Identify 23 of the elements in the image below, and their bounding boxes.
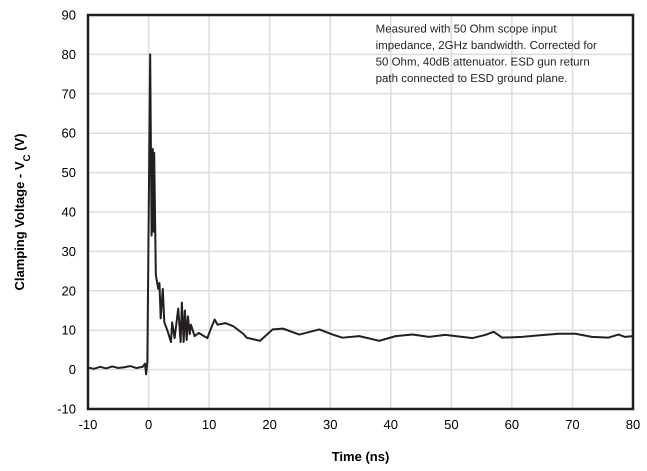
x-tick-label: 10 bbox=[202, 417, 216, 432]
y-tick-label: 0 bbox=[68, 362, 76, 378]
y-tick-label: 10 bbox=[62, 322, 76, 338]
x-tick-label: 30 bbox=[322, 417, 338, 432]
x-tick-label: 50 bbox=[444, 417, 459, 432]
y-tick-label: 80 bbox=[62, 46, 76, 62]
y-tick-label: 70 bbox=[62, 86, 76, 102]
x-tick-label: 70 bbox=[565, 417, 580, 432]
y-tick-label: -10 bbox=[57, 402, 76, 416]
x-tick-label: 0 bbox=[144, 417, 152, 432]
y-tick-label: 90 bbox=[62, 8, 76, 22]
y-tick-label: 50 bbox=[62, 165, 76, 180]
x-axis-title: Time (ns) bbox=[332, 449, 390, 464]
x-tick-label: 20 bbox=[262, 417, 277, 432]
x-tick-label: 60 bbox=[504, 417, 520, 432]
y-tick-label: 30 bbox=[62, 244, 76, 259]
x-tick-label: -10 bbox=[78, 417, 98, 432]
y-tick-label: 60 bbox=[62, 126, 76, 141]
annotation: Measured with 50 Ohm scope input impedance, 2GHz bandwidth. Corrected for 50 Ohm, 40dB attenuator. ESD gun return path connected to ESD ground plane. bbox=[376, 24, 597, 86]
x-tick-label: 40 bbox=[384, 417, 398, 432]
y-tick-label: 20 bbox=[62, 283, 76, 298]
y-tick-label: 40 bbox=[62, 204, 76, 220]
x-tick-label: 80 bbox=[626, 417, 640, 432]
